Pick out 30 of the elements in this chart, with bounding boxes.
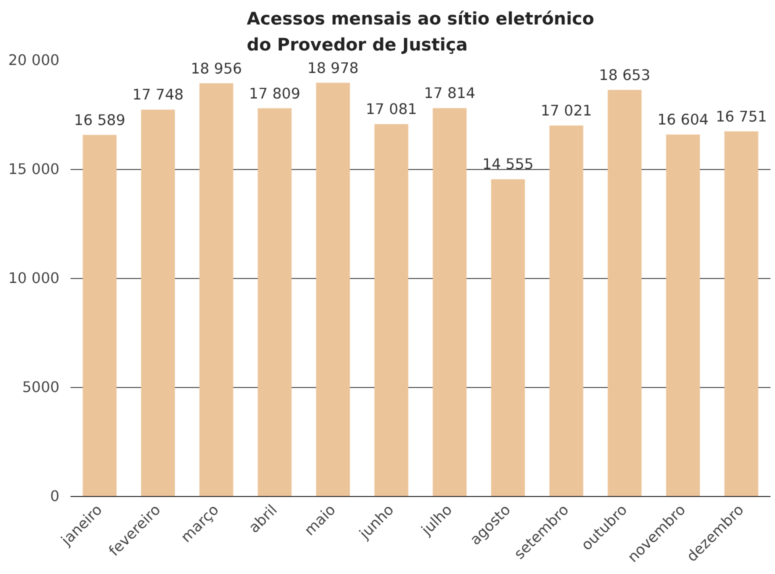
data-label: 17 748 [132, 86, 184, 104]
data-label: 18 978 [307, 60, 359, 77]
bar [199, 83, 234, 496]
y-tick-label: 15 000 [8, 161, 60, 178]
data-label: 17 809 [249, 85, 300, 102]
bar [258, 108, 292, 496]
bar [432, 108, 467, 496]
data-label: 16 604 [657, 112, 709, 129]
bar [666, 134, 700, 496]
bar [316, 82, 350, 496]
data-label: 16 751 [716, 108, 767, 126]
y-tick-label: 20 000 [8, 52, 60, 69]
data-label: 17 814 [424, 85, 476, 102]
bar [141, 110, 175, 496]
data-label: 18 653 [599, 66, 650, 84]
data-label: 18 956 [190, 60, 242, 78]
bar [608, 90, 642, 496]
chart-title: Acessos mensais ao sítio eletrónico do Provedor de Justiça [246, 10, 594, 56]
y-tick-label: 10 000 [8, 270, 60, 287]
bar [491, 179, 525, 496]
bar [374, 124, 408, 496]
y-tick-label: 5000 [22, 379, 60, 396]
bar [549, 125, 584, 496]
bar [724, 131, 758, 496]
data-label: 17 081 [366, 101, 417, 118]
bar [82, 134, 117, 496]
data-label: 16 589 [74, 112, 126, 129]
data-label: 14 555 [482, 156, 534, 174]
y-tick-label: 0 [50, 488, 60, 505]
data-label: 17 021 [540, 102, 592, 120]
